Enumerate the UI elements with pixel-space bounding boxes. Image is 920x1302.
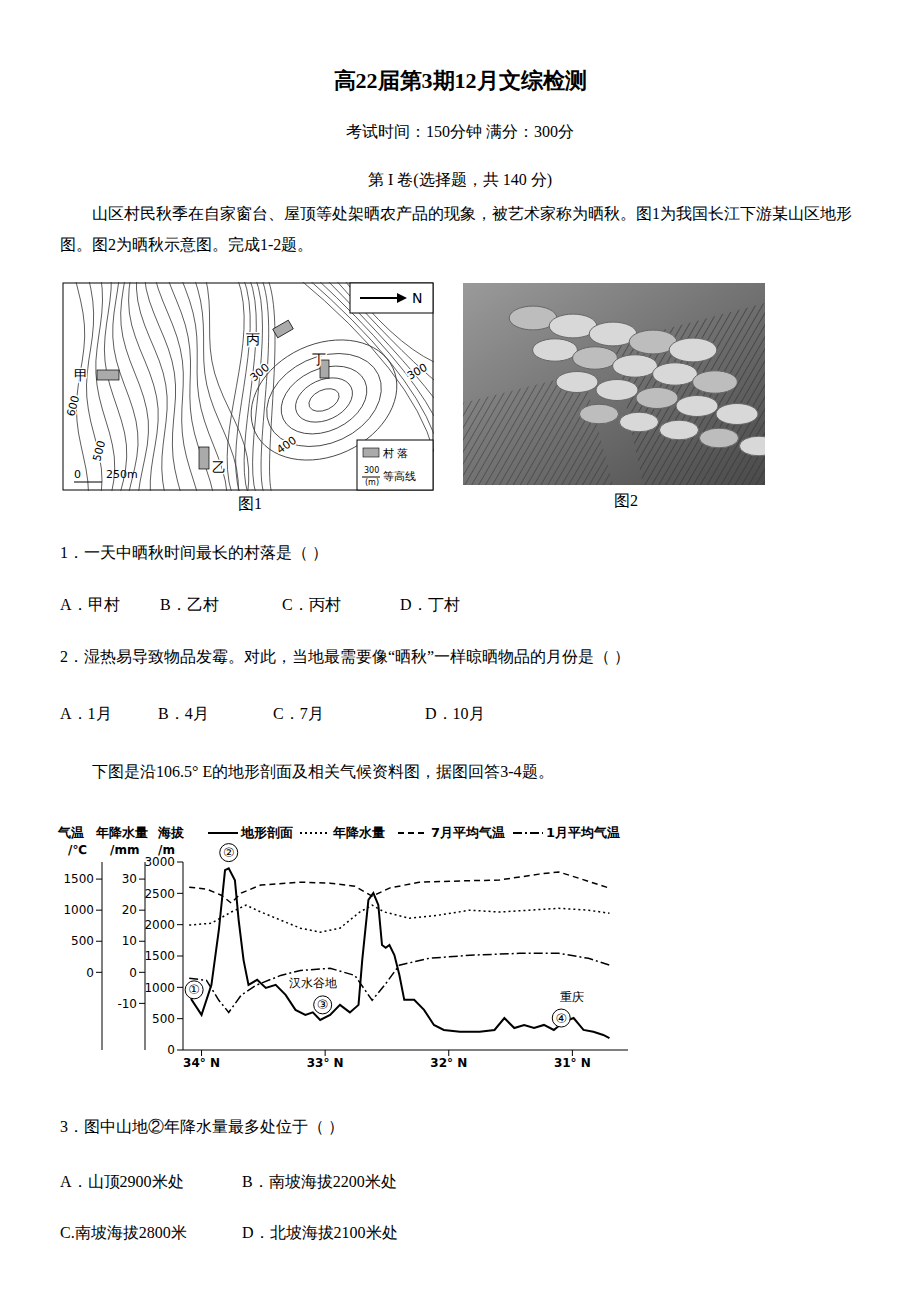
svg-text:20: 20 bbox=[122, 903, 137, 917]
svg-text:500: 500 bbox=[90, 439, 108, 463]
html-text:B．南坡海拔2200米处: B．南坡海拔2200米处 bbox=[242, 1173, 397, 1190]
svg-text:1500: 1500 bbox=[63, 872, 94, 886]
svg-text:300: 300 bbox=[364, 466, 379, 475]
svg-text:汉水谷地: 汉水谷地 bbox=[289, 976, 337, 990]
svg-text:(m): (m) bbox=[365, 478, 379, 487]
svg-text:3000: 3000 bbox=[144, 855, 175, 869]
html-text:山区村民秋季在自家窗台、屋顶等处架晒农产品的现象，被艺术家称: 山区村民秋季在自家窗台、屋顶等处架晒农产品的现象，被艺术家称为晒秋。图1为我国长… bbox=[60, 205, 852, 253]
svg-text:③: ③ bbox=[317, 997, 329, 1012]
html-text:高22届第3期12月文综检测: 高22届第3期12月文综检测 bbox=[333, 68, 587, 93]
svg-text:1000: 1000 bbox=[144, 981, 175, 995]
html-text:海拔: 海拔 bbox=[158, 825, 184, 840]
html-text:第 I 卷(选择题，共 140 分): 第 I 卷(选择题，共 140 分) bbox=[368, 171, 552, 188]
html-text:气温: 气温 bbox=[58, 825, 84, 840]
svg-text:1500: 1500 bbox=[144, 949, 175, 963]
svg-text:①: ① bbox=[188, 982, 200, 997]
html-text:年降水量: 年降水量 bbox=[333, 825, 385, 840]
svg-text:1000: 1000 bbox=[63, 903, 94, 917]
svg-text:甲: 甲 bbox=[74, 367, 88, 383]
html-text:图2: 图2 bbox=[614, 492, 638, 509]
html-text:C．7月: C．7月 bbox=[273, 705, 324, 722]
svg-text:②: ② bbox=[223, 845, 235, 860]
svg-text:0: 0 bbox=[74, 468, 81, 481]
html-text:1．一天中晒秋时间最长的村落是（ ）: 1．一天中晒秋时间最长的村落是（ ） bbox=[60, 544, 328, 561]
svg-text:④: ④ bbox=[555, 1011, 567, 1026]
html-text:7月平均气温: 7月平均气温 bbox=[431, 825, 505, 840]
svg-text:2500: 2500 bbox=[144, 887, 175, 901]
svg-text:32° N: 32° N bbox=[430, 1056, 467, 1070]
svg-text:重庆: 重庆 bbox=[560, 990, 584, 1004]
svg-text:400: 400 bbox=[274, 434, 299, 457]
svg-text:丁: 丁 bbox=[312, 351, 326, 367]
html-text:图1: 图1 bbox=[238, 495, 262, 512]
html-text:D．丁村: D．丁村 bbox=[400, 596, 460, 613]
svg-text:500: 500 bbox=[152, 1012, 175, 1026]
html-text:考试时间：150分钟 满分：300分: 考试时间：150分钟 满分：300分 bbox=[346, 123, 574, 140]
html-text:下图是沿106.5° E的地形剖面及相关气候资料图，据图回答: 下图是沿106.5° E的地形剖面及相关气候资料图，据图回答3-4题。 bbox=[92, 763, 554, 780]
svg-text:33° N: 33° N bbox=[307, 1056, 344, 1070]
svg-text:31° N: 31° N bbox=[554, 1056, 591, 1070]
svg-text:30: 30 bbox=[122, 872, 137, 886]
html-text:3．图中山地②年降水量最多处位于（ ）: 3．图中山地②年降水量最多处位于（ ） bbox=[60, 1118, 344, 1135]
svg-text:丙: 丙 bbox=[246, 331, 260, 347]
svg-text:村 落: 村 落 bbox=[382, 447, 409, 460]
html-text:B．4月: B．4月 bbox=[158, 705, 209, 722]
html-text:2．湿热易导致物品发霉。对此，当地最需要像“晒秋”一样晾晒物: 2．湿热易导致物品发霉。对此，当地最需要像“晒秋”一样晾晒物品的月份是（ ） bbox=[60, 648, 631, 665]
html-text:1月平均气温: 1月平均气温 bbox=[546, 825, 620, 840]
html-text:年降水量: 年降水量 bbox=[96, 825, 148, 840]
html-text:D．10月: D．10月 bbox=[425, 705, 485, 722]
svg-text:34° N: 34° N bbox=[183, 1056, 220, 1070]
html-text:B．乙村: B．乙村 bbox=[160, 596, 219, 613]
html-text:A．1月: A．1月 bbox=[60, 705, 112, 722]
svg-text:10: 10 bbox=[122, 934, 137, 948]
svg-text:0: 0 bbox=[86, 966, 94, 980]
svg-text:0: 0 bbox=[129, 966, 137, 980]
html-text:/mm: /mm bbox=[110, 843, 140, 857]
html-text:A．甲村: A．甲村 bbox=[60, 596, 120, 613]
svg-text:2000: 2000 bbox=[144, 918, 175, 932]
svg-text:600: 600 bbox=[64, 394, 82, 418]
svg-text:乙: 乙 bbox=[212, 459, 226, 475]
html-text:A．山顶2900米处: A．山顶2900米处 bbox=[60, 1173, 184, 1190]
svg-text:N: N bbox=[412, 290, 422, 306]
svg-text:500: 500 bbox=[71, 934, 94, 948]
svg-text:等高线: 等高线 bbox=[383, 470, 416, 483]
html-text:C．丙村: C．丙村 bbox=[282, 596, 341, 613]
html-text:/m: /m bbox=[158, 843, 175, 857]
svg-text:-10: -10 bbox=[117, 997, 137, 1011]
svg-text:0: 0 bbox=[167, 1043, 175, 1057]
svg-text:300: 300 bbox=[405, 361, 430, 383]
html-text:D．北坡海拔2100米处: D．北坡海拔2100米处 bbox=[242, 1224, 398, 1241]
svg-text:300: 300 bbox=[248, 361, 272, 384]
html-text:C.南坡海拔2800米: C.南坡海拔2800米 bbox=[60, 1224, 187, 1241]
html-text:地形剖面: 地形剖面 bbox=[241, 825, 293, 840]
svg-text:250m: 250m bbox=[106, 468, 138, 481]
